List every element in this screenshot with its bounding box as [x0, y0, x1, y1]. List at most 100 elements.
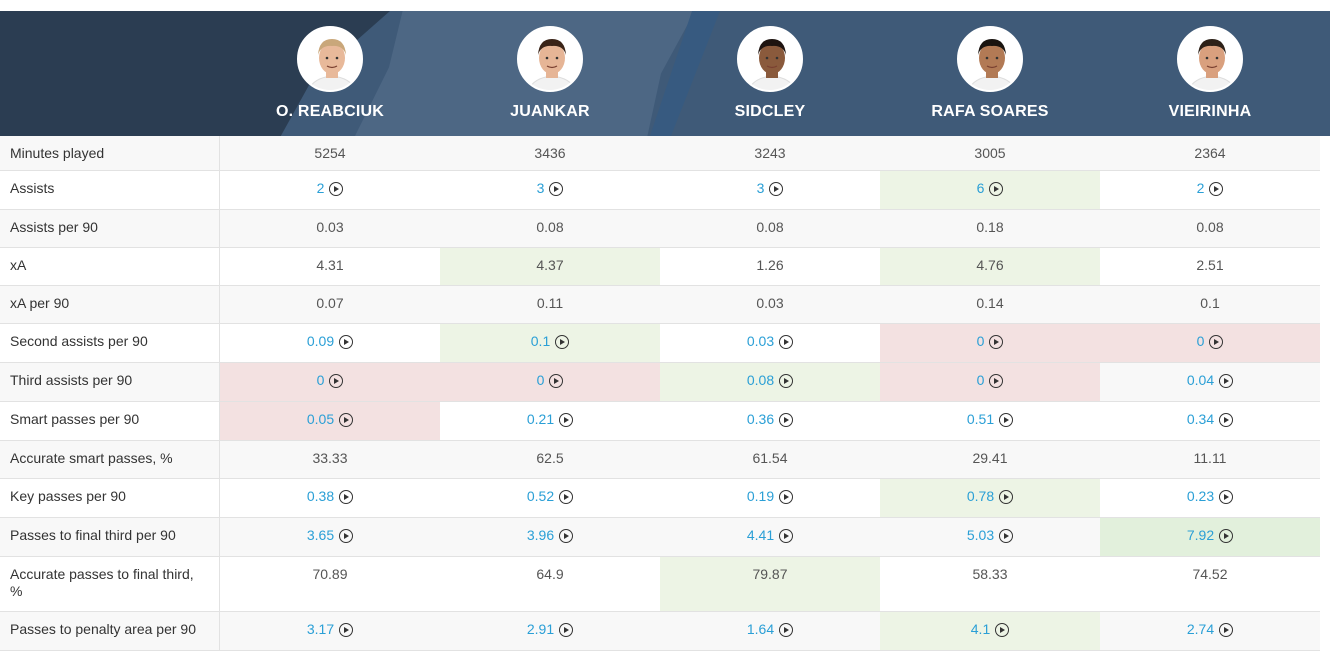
play-video-icon[interactable] — [329, 182, 344, 196]
stat-cell[interactable]: 4.41 — [660, 518, 880, 556]
stat-value-link[interactable]: 0.36 — [746, 411, 775, 427]
play-video-icon[interactable] — [339, 529, 354, 543]
stat-cell[interactable]: 0.03 — [660, 324, 880, 362]
stat-cell[interactable]: 0 — [880, 363, 1100, 401]
player-avatar[interactable] — [1177, 26, 1243, 92]
stat-cell[interactable]: 2.74 — [1100, 612, 1320, 650]
stat-cell[interactable]: 0.21 — [440, 402, 660, 440]
stat-cell[interactable]: 2.91 — [440, 612, 660, 650]
stat-cell[interactable]: 0.38 — [220, 479, 440, 517]
play-video-icon[interactable] — [769, 182, 784, 196]
stat-cell[interactable]: 7.92 — [1100, 518, 1320, 556]
player-column[interactable]: JUANKAR — [440, 11, 660, 136]
stat-cell[interactable]: 1.64 — [660, 612, 880, 650]
play-video-icon[interactable] — [339, 335, 354, 349]
play-video-icon[interactable] — [1219, 529, 1234, 543]
play-video-icon[interactable] — [999, 529, 1014, 543]
stat-cell[interactable]: 6 — [880, 171, 1100, 209]
player-avatar[interactable] — [737, 26, 803, 92]
stat-cell[interactable]: 0.08 — [660, 363, 880, 401]
stat-value-link[interactable]: 2 — [316, 180, 325, 196]
stat-cell[interactable]: 0.05 — [220, 402, 440, 440]
stat-value-link[interactable]: 0 — [536, 372, 545, 388]
stat-cell[interactable]: 0.04 — [1100, 363, 1320, 401]
play-video-icon[interactable] — [1209, 182, 1224, 196]
stat-value-link[interactable]: 0.04 — [1186, 372, 1215, 388]
stat-cell[interactable]: 0.19 — [660, 479, 880, 517]
play-video-icon[interactable] — [779, 529, 794, 543]
stat-cell[interactable]: 2 — [220, 171, 440, 209]
stat-value-link[interactable]: 0.05 — [306, 411, 335, 427]
stat-value-link[interactable]: 0.38 — [306, 488, 335, 504]
stat-value-link[interactable]: 0.51 — [966, 411, 995, 427]
stat-cell[interactable]: 3.96 — [440, 518, 660, 556]
player-avatar[interactable] — [297, 26, 363, 92]
stat-cell[interactable]: 3 — [660, 171, 880, 209]
play-video-icon[interactable] — [559, 529, 574, 543]
stat-value-link[interactable]: 3.96 — [526, 527, 555, 543]
stat-cell[interactable]: 0.1 — [440, 324, 660, 362]
player-column[interactable]: VIEIRINHA — [1100, 11, 1320, 136]
stat-value-link[interactable]: 0.21 — [526, 411, 555, 427]
stat-cell[interactable]: 3.17 — [220, 612, 440, 650]
play-video-icon[interactable] — [559, 623, 574, 637]
play-video-icon[interactable] — [779, 413, 794, 427]
stat-cell[interactable]: 0 — [440, 363, 660, 401]
stat-value-link[interactable]: 5.03 — [966, 527, 995, 543]
stat-value-link[interactable]: 0 — [1196, 333, 1205, 349]
play-video-icon[interactable] — [779, 623, 794, 637]
player-name[interactable]: O. REABCIUK — [276, 103, 384, 120]
stat-cell[interactable]: 0.34 — [1100, 402, 1320, 440]
stat-value-link[interactable]: 3 — [756, 180, 765, 196]
stat-cell[interactable]: 0.51 — [880, 402, 1100, 440]
stat-value-link[interactable]: 1.64 — [746, 621, 775, 637]
play-video-icon[interactable] — [999, 413, 1014, 427]
play-video-icon[interactable] — [559, 413, 574, 427]
player-column[interactable]: SIDCLEY — [660, 11, 880, 136]
play-video-icon[interactable] — [779, 490, 794, 504]
play-video-icon[interactable] — [989, 374, 1004, 388]
play-video-icon[interactable] — [339, 413, 354, 427]
stat-value-link[interactable]: 3.65 — [306, 527, 335, 543]
play-video-icon[interactable] — [339, 623, 354, 637]
play-video-icon[interactable] — [1219, 374, 1234, 388]
play-video-icon[interactable] — [555, 335, 570, 349]
stat-value-link[interactable]: 0.23 — [1186, 488, 1215, 504]
player-column[interactable]: O. REABCIUK — [220, 11, 440, 136]
stat-value-link[interactable]: 6 — [976, 180, 985, 196]
player-avatar[interactable] — [517, 26, 583, 92]
stat-value-link[interactable]: 2.91 — [526, 621, 555, 637]
play-video-icon[interactable] — [995, 623, 1010, 637]
stat-value-link[interactable]: 0 — [976, 372, 985, 388]
stat-value-link[interactable]: 4.41 — [746, 527, 775, 543]
play-video-icon[interactable] — [989, 335, 1004, 349]
stat-value-link[interactable]: 0.08 — [746, 372, 775, 388]
stat-value-link[interactable]: 2.74 — [1186, 621, 1215, 637]
stat-cell[interactable]: 3 — [440, 171, 660, 209]
play-video-icon[interactable] — [1219, 413, 1234, 427]
stat-value-link[interactable]: 3.17 — [306, 621, 335, 637]
stat-value-link[interactable]: 0.78 — [966, 488, 995, 504]
play-video-icon[interactable] — [1219, 490, 1234, 504]
player-avatar[interactable] — [957, 26, 1023, 92]
play-video-icon[interactable] — [339, 490, 354, 504]
stat-value-link[interactable]: 0.1 — [530, 333, 551, 349]
stat-cell[interactable]: 3.65 — [220, 518, 440, 556]
stat-cell[interactable]: 0.78 — [880, 479, 1100, 517]
player-name[interactable]: VIEIRINHA — [1168, 103, 1252, 120]
play-video-icon[interactable] — [1209, 335, 1224, 349]
play-video-icon[interactable] — [779, 374, 794, 388]
stat-cell[interactable]: 5.03 — [880, 518, 1100, 556]
stat-value-link[interactable]: 0 — [976, 333, 985, 349]
play-video-icon[interactable] — [999, 490, 1014, 504]
stat-cell[interactable]: 4.1 — [880, 612, 1100, 650]
stat-cell[interactable]: 0 — [220, 363, 440, 401]
player-name[interactable]: JUANKAR — [510, 103, 590, 120]
stat-value-link[interactable]: 0.09 — [306, 333, 335, 349]
play-video-icon[interactable] — [989, 182, 1004, 196]
stat-value-link[interactable]: 2 — [1196, 180, 1205, 196]
play-video-icon[interactable] — [329, 374, 344, 388]
play-video-icon[interactable] — [779, 335, 794, 349]
stat-value-link[interactable]: 0.34 — [1186, 411, 1215, 427]
stat-value-link[interactable]: 0 — [316, 372, 325, 388]
